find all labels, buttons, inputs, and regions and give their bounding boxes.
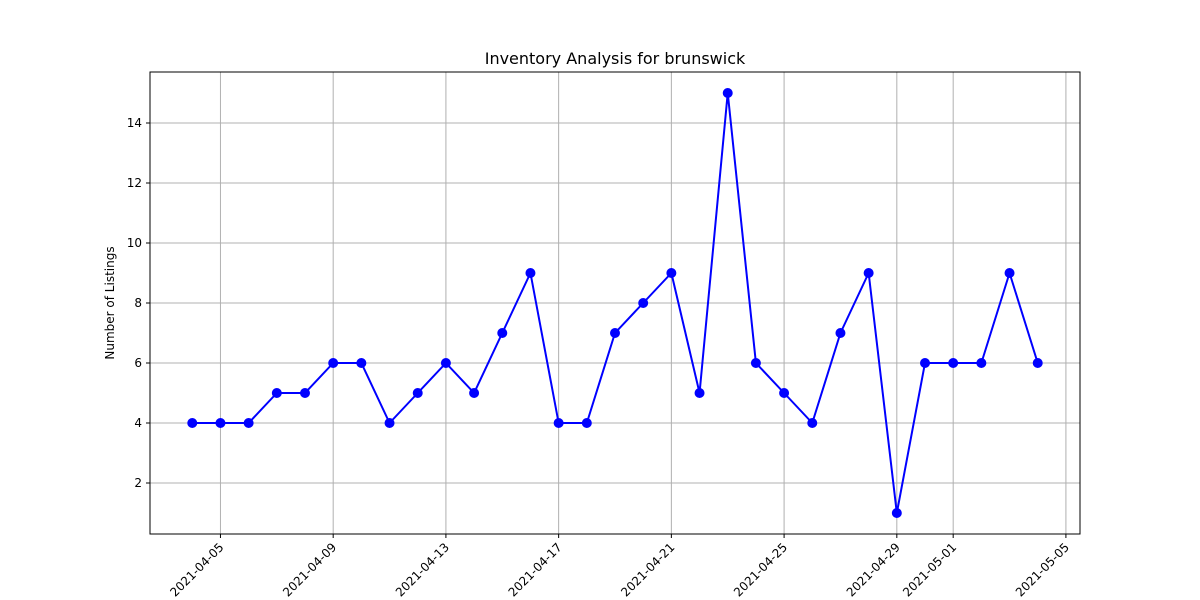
y-tick-label: 12	[127, 176, 142, 190]
data-point	[553, 418, 564, 428]
data-point	[694, 388, 705, 398]
data-point	[1004, 268, 1015, 278]
data-point	[863, 268, 874, 278]
data-point	[300, 388, 310, 398]
data-point	[497, 328, 508, 338]
data-point	[1032, 358, 1043, 368]
data-point	[243, 418, 254, 428]
data-point	[356, 358, 367, 368]
y-tick-label: 6	[134, 356, 142, 370]
y-axis-label: Number of Listings	[103, 246, 117, 359]
data-point	[638, 298, 649, 308]
y-tick-label: 4	[134, 416, 142, 430]
data-point	[271, 388, 282, 398]
data-point	[187, 418, 198, 428]
data-point	[835, 328, 846, 338]
data-point	[976, 358, 987, 368]
data-point	[384, 418, 395, 428]
y-tick-label: 8	[134, 296, 142, 310]
data-point	[722, 88, 733, 98]
series-listings	[187, 88, 1043, 518]
data-point	[328, 358, 339, 368]
data-point	[581, 418, 592, 428]
data-point	[920, 358, 930, 368]
data-point	[525, 268, 536, 278]
data-point	[750, 358, 761, 368]
data-point	[948, 358, 959, 368]
data-point	[891, 508, 902, 518]
data-point	[779, 388, 790, 398]
chart-title: Inventory Analysis for brunswick	[485, 49, 746, 68]
data-point	[412, 388, 423, 398]
y-tick-label: 10	[127, 236, 142, 250]
data-point	[440, 358, 451, 368]
data-point	[215, 418, 226, 428]
data-point	[610, 328, 620, 338]
data-point	[807, 418, 818, 428]
y-tick-label: 14	[127, 116, 142, 130]
y-tick-label: 2	[134, 476, 142, 490]
data-point	[666, 268, 677, 278]
data-point	[469, 388, 480, 398]
grid	[150, 72, 1080, 534]
